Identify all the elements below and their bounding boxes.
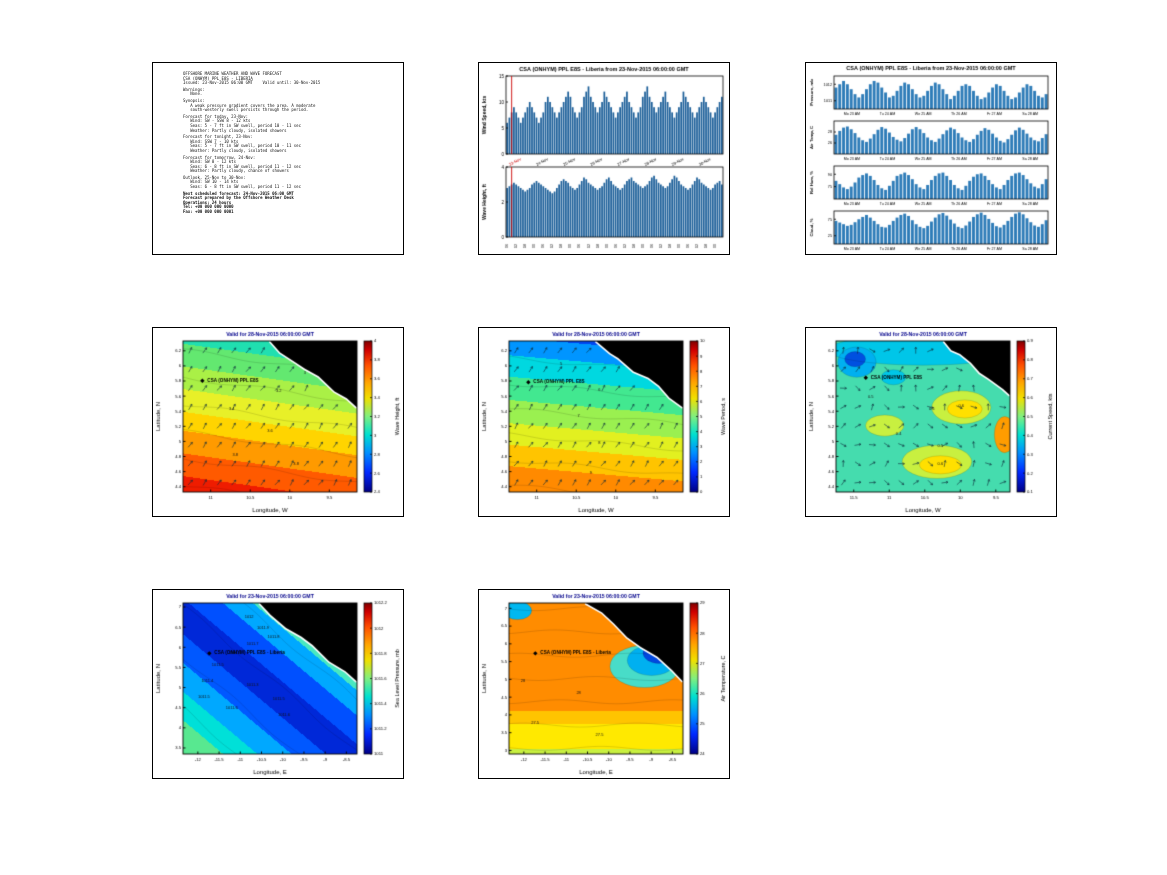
forecast-line: Forecast prepared by the Offshore Weathe… xyxy=(183,195,294,201)
forecast-line: Seas: 5 - 7 ft in SW swell, period 10 - … xyxy=(183,143,302,149)
wave-height-map-panel xyxy=(152,327,404,517)
forecast-line: Weather: Partly cloudy, chance of shower… xyxy=(183,168,289,174)
forecast-line: Forecast for tonight, 23-Nov: xyxy=(183,134,253,140)
air-temperature-map xyxy=(479,590,729,778)
forecast-line: Weather: Partly cloudy, isolated showers xyxy=(183,147,287,153)
forecast-line: Seas: 6 - 8 ft in SW swell, period 11 - … xyxy=(183,184,302,190)
current-speed-map-panel xyxy=(805,327,1057,517)
forecast-line: A weak pressure gradient covers the area… xyxy=(183,102,316,108)
wind-wave-timeseries-panel xyxy=(478,62,730,255)
wave-period-map xyxy=(479,328,729,516)
forecast-text-panel: OFFSHORE MARINE WEATHER AND WAVE FORECAS… xyxy=(152,62,404,255)
forecast-line: Seas: 6 - 8 ft in SW swell, period 11 - … xyxy=(183,163,302,169)
wave-height-map xyxy=(153,328,403,516)
forecast-line: Weather: Partly cloudy, isolated showers xyxy=(183,127,287,133)
forecast-line: Wind: SW 10 - 14 kts xyxy=(183,179,239,185)
forecast-line: CSA (ONHYM) PPL E8S - LIBERIA xyxy=(183,75,253,81)
forecast-line: Synopsis: xyxy=(183,97,205,103)
forecast-line: Fax: +00 000 000 0001 xyxy=(183,209,234,215)
forecast-line: Tel: +00 000 000 0000 xyxy=(183,204,234,210)
forecast-line: Wind: SW 8 - 12 kts xyxy=(183,159,236,165)
forecast-line: Wind: SSW 7 - 10 kts xyxy=(183,138,239,144)
air-temperature-map-panel xyxy=(478,589,730,779)
forecast-line: Seas: 5 - 7 ft in SW swell, period 10 - … xyxy=(183,122,302,128)
sea-level-pressure-map-panel xyxy=(152,589,404,779)
forecast-line: Next scheduled forecast: 24-Nov-2015 06:… xyxy=(183,190,294,196)
forecast-line: south-westerly swell persists through th… xyxy=(183,107,309,113)
wave-period-map-panel xyxy=(478,327,730,517)
forecast-line: Forecast for today, 23-Nov: xyxy=(183,113,249,119)
current-speed-map xyxy=(806,328,1056,516)
met-timeseries-chart xyxy=(806,63,1056,254)
forecast-line: Warnings: xyxy=(183,86,205,92)
forecast-line: Wind: SW - SSW 8 - 12 kts xyxy=(183,118,251,124)
forecast-line: Operations: 24 hours xyxy=(183,199,232,205)
forecast-line: Forecast for tomorrow, 24-Nov: xyxy=(183,154,256,160)
forecast-line: Outlook, 25-Nov to 30-Nov: xyxy=(183,174,246,180)
forecast-line: OFFSHORE MARINE WEATHER AND WAVE FORECAS… xyxy=(183,71,282,76)
met-timeseries-panel xyxy=(805,62,1057,255)
forecast-line: Issued: 23-Nov-2015 06:00 GMT Valid unti… xyxy=(183,80,321,86)
sea-level-pressure-map xyxy=(153,590,403,778)
forecast-text: OFFSHORE MARINE WEATHER AND WAVE FORECAS… xyxy=(153,63,403,215)
forecast-line: None. xyxy=(183,91,203,97)
wind-wave-timeseries-chart xyxy=(479,63,729,254)
